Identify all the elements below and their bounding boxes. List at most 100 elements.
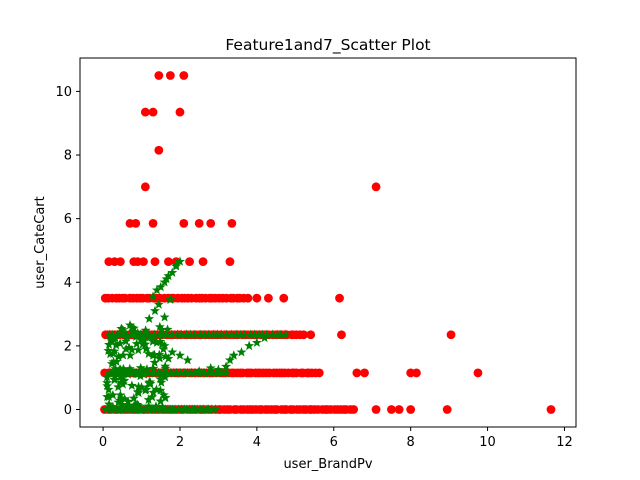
x-tick-label: 10	[479, 435, 496, 450]
green-star-point	[128, 323, 139, 333]
green-star-point	[162, 324, 173, 334]
green-star-point	[167, 267, 178, 277]
green-star-point	[123, 400, 134, 410]
green-star-point	[135, 370, 146, 381]
green-star-point	[136, 382, 147, 392]
green-star-point	[199, 367, 210, 378]
red-circle-point	[306, 330, 316, 340]
x-axis-ticks: 0 2 4 6 8 10 12	[99, 427, 573, 450]
green-star-point	[171, 259, 182, 269]
green-star-point	[181, 329, 192, 339]
green-star-point	[115, 338, 126, 348]
green-star-point	[131, 338, 142, 349]
green-star-point	[231, 329, 242, 339]
green-star-point	[176, 329, 187, 339]
green-star-point	[132, 327, 143, 338]
green-star-point	[110, 367, 121, 378]
green-star-point	[107, 389, 118, 400]
green-star-point	[142, 367, 153, 378]
red-circle-point	[164, 257, 173, 266]
green-star-point	[148, 335, 159, 345]
green-star-point	[114, 364, 125, 375]
green-star-point	[148, 387, 159, 397]
green-star-point	[249, 329, 260, 339]
green-star-point	[159, 340, 170, 351]
green-star-point	[148, 291, 158, 301]
green-star-point	[257, 329, 268, 339]
red-circle-point	[314, 368, 324, 378]
green-star-point	[108, 348, 119, 358]
green-star-point	[154, 349, 165, 359]
green-star-point	[214, 367, 224, 378]
green-star-point	[236, 347, 247, 357]
red-circle-point	[165, 71, 175, 80]
x-tick-label: 4	[253, 435, 261, 450]
green-star-point	[128, 326, 139, 337]
green-star-point	[155, 373, 166, 384]
green-star-point	[259, 332, 270, 343]
red-circle-point	[279, 293, 289, 303]
red-circle-point	[299, 330, 308, 340]
green-star-point	[123, 369, 133, 379]
green-star-point	[213, 364, 224, 374]
green-star-point	[115, 371, 126, 382]
green-star-point	[120, 336, 131, 346]
green-star-point	[119, 375, 130, 386]
green-star-point	[126, 344, 137, 355]
red-circle-point	[349, 405, 359, 414]
red-circle-point	[371, 405, 381, 414]
green-star-point	[155, 385, 166, 395]
green-star-point	[148, 350, 158, 360]
green-star-point	[104, 399, 115, 409]
green-star-point	[161, 329, 172, 339]
green-star-point	[139, 369, 150, 379]
red-circle-point	[179, 219, 189, 228]
green-star-point	[154, 321, 165, 332]
y-tick-label: 2	[64, 339, 72, 354]
green-star-point	[156, 367, 167, 378]
green-star-point	[167, 347, 178, 357]
green-star-point	[149, 329, 160, 339]
green-star-point	[251, 337, 262, 347]
green-star-point	[208, 329, 219, 339]
red-circle-point	[406, 405, 416, 414]
green-star-point	[143, 348, 154, 359]
green-star-point	[143, 394, 154, 405]
red-circle-point	[175, 107, 185, 117]
red-circle-point	[387, 405, 396, 414]
red-circle-point	[394, 405, 404, 414]
green-star-point	[118, 364, 129, 375]
green-star-point	[225, 355, 235, 365]
green-star-point	[121, 331, 132, 341]
green-star-point	[113, 329, 124, 339]
green-star-point	[153, 299, 164, 309]
red-circle-point	[335, 293, 344, 303]
green-star-point	[133, 344, 144, 355]
y-tick-label: 0	[64, 403, 72, 418]
green-star-point	[157, 401, 168, 412]
green-star-point	[147, 391, 158, 402]
green-star-point	[160, 351, 171, 361]
green-star-point	[113, 397, 124, 407]
green-star-point	[124, 363, 135, 374]
green-star-point	[116, 323, 127, 333]
red-circle-point	[198, 257, 208, 266]
red-circle-point	[185, 257, 194, 266]
green-star-point	[280, 329, 291, 339]
green-star-point	[143, 401, 154, 411]
green-star-point	[124, 342, 135, 352]
green-star-point	[115, 377, 126, 387]
green-star-point	[276, 329, 286, 339]
green-star-point	[182, 355, 193, 365]
green-star-point	[165, 294, 176, 304]
green-star-point	[198, 404, 209, 414]
green-star-point	[144, 332, 155, 342]
green-star-point	[154, 353, 165, 363]
green-star-point	[160, 392, 171, 403]
green-star-point	[206, 404, 217, 414]
y-tick-label: 8	[64, 149, 72, 164]
x-tick-label: 2	[176, 435, 184, 450]
green-star-point	[107, 329, 118, 339]
green-star-point	[117, 399, 128, 409]
